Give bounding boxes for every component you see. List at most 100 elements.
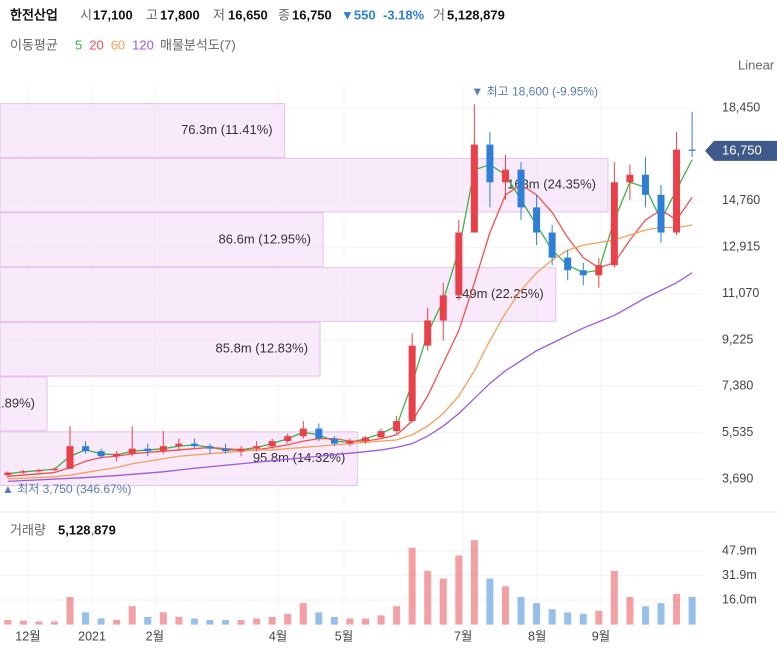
- profile-bar: [0, 267, 557, 322]
- volume-bar: [19, 620, 27, 625]
- candle-body: [564, 257, 572, 271]
- candle-body: [159, 446, 167, 452]
- volume-bar: [315, 612, 323, 625]
- volume-bar: [284, 613, 292, 625]
- volume-bar: [673, 593, 681, 625]
- x-tick-label: 7월: [454, 629, 472, 643]
- low-value: 16,650: [228, 7, 268, 22]
- candle-body: [144, 448, 152, 452]
- volume-bar: [206, 619, 214, 625]
- candle-body: [641, 174, 649, 195]
- candle-body: [393, 421, 401, 432]
- ma-legend: 20: [89, 37, 103, 52]
- ma-legend: 60: [111, 37, 125, 52]
- volume-bar: [82, 612, 90, 625]
- volume-bar: [393, 606, 401, 625]
- volume-bar: [175, 616, 183, 625]
- profile-label: 86.6m (12.95%): [219, 231, 312, 246]
- volume-bar: [517, 596, 525, 625]
- low-label: 저: [213, 7, 225, 22]
- x-tick-label: 5월: [335, 629, 353, 643]
- ma-legend: 5: [75, 37, 82, 52]
- candle-body: [97, 451, 105, 457]
- y-tick-label: 14,760: [722, 193, 760, 207]
- candle-body: [439, 295, 447, 321]
- high-value: 17,800: [160, 7, 200, 22]
- volume-tick-label: 16.0m: [722, 592, 757, 606]
- candle-body: [330, 438, 338, 444]
- candle-body: [284, 436, 292, 442]
- volume-bar: [222, 619, 230, 625]
- stock-name: 한전산업: [10, 7, 58, 22]
- open-value: 17,100: [93, 7, 133, 22]
- candle-body: [548, 232, 556, 258]
- x-tick-label: 4월: [269, 629, 287, 643]
- candle-body: [19, 471, 27, 473]
- ma-legend: 120: [132, 37, 154, 52]
- candle-body: [688, 149, 696, 151]
- change-pct: -3.18%: [383, 7, 425, 22]
- volume-bar: [626, 596, 634, 625]
- candle-body: [361, 437, 369, 442]
- open-label: 시: [80, 7, 92, 22]
- volume-bar: [424, 570, 432, 625]
- profile-label: 149m (22.25%): [455, 286, 544, 301]
- volume-bar: [377, 615, 385, 625]
- profile-label: 76.3m (11.41%): [181, 122, 273, 137]
- volume-bar: [408, 547, 416, 625]
- volume-bar: [253, 618, 261, 625]
- candle-body: [486, 144, 494, 183]
- candle-body: [579, 270, 587, 276]
- close-label: 종: [278, 7, 290, 22]
- candle-body: [470, 144, 478, 233]
- profile-bar: [0, 212, 324, 268]
- candle-body: [346, 441, 354, 444]
- volume-bar: [470, 540, 478, 625]
- change: ▼550: [341, 7, 376, 22]
- volume-value: 5,128,879: [447, 7, 505, 22]
- volume-bar: [657, 603, 665, 625]
- last-price-tag: [705, 140, 777, 161]
- x-tick-label: 9월: [592, 629, 610, 643]
- last-price-label: 16,750: [722, 142, 762, 157]
- profile-label: 12.6m (1.89%): [0, 395, 35, 410]
- volume-label: 거: [433, 7, 445, 22]
- x-tick-label: 2월: [146, 629, 164, 643]
- candle-body: [455, 232, 463, 296]
- volume-bar: [97, 618, 105, 625]
- volume-bar: [159, 612, 167, 625]
- volume-bar: [564, 612, 572, 625]
- volume-bar: [548, 609, 556, 625]
- close-value: 16,750: [292, 7, 332, 22]
- candle-body: [533, 207, 541, 233]
- ma-title: 이동평균: [10, 37, 58, 52]
- y-tick-label: 7,380: [722, 379, 753, 393]
- candle-body: [673, 149, 681, 233]
- candle-body: [424, 320, 432, 346]
- volume-bar: [595, 610, 603, 625]
- candle-body: [222, 448, 230, 452]
- candle-body: [610, 182, 618, 266]
- candle-body: [35, 470, 43, 472]
- candle-body: [82, 446, 90, 452]
- profile-bar: [0, 157, 609, 213]
- candle-body: [113, 453, 121, 457]
- candle-body: [50, 468, 58, 471]
- volume-bar: [128, 606, 136, 625]
- volume-bar: [501, 586, 509, 625]
- candle-body: [253, 446, 261, 449]
- candle-body: [595, 265, 603, 276]
- volume-bar: [113, 619, 121, 625]
- x-tick-label: 8월: [528, 629, 546, 643]
- candle-body: [408, 345, 416, 422]
- volume-bar: [610, 570, 618, 625]
- ma-line: [7, 272, 693, 482]
- profile-bar: [0, 376, 48, 432]
- high-marker: ▼ 최고 18,600 (-9.95%): [471, 85, 598, 99]
- candle-body: [501, 169, 509, 183]
- y-tick-label: 9,225: [722, 332, 753, 346]
- y-tick-label: 12,915: [722, 240, 760, 254]
- candle-body: [268, 441, 276, 447]
- volume-bar: [361, 618, 369, 625]
